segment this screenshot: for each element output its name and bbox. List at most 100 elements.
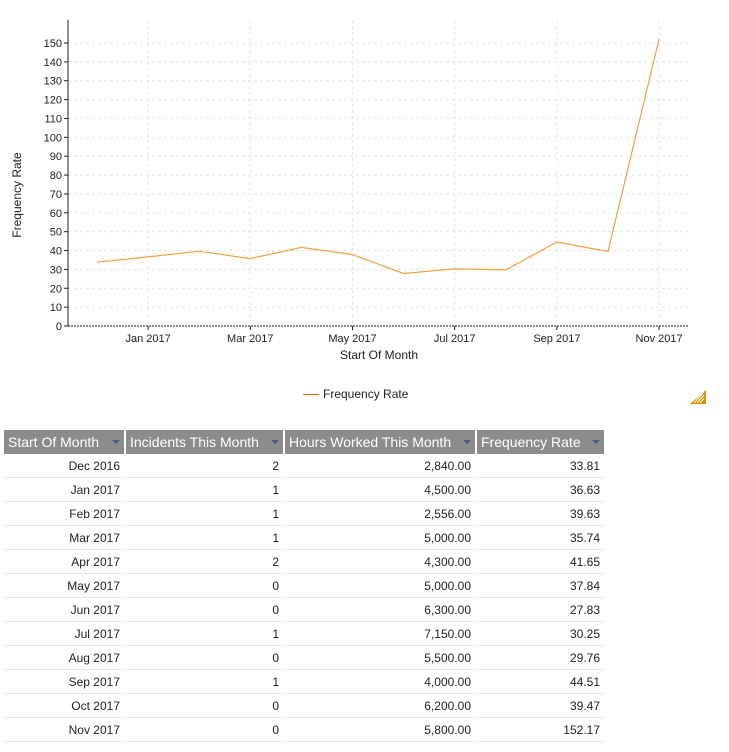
frequency-rate-line [96, 38, 660, 275]
cell-hours-worked: 2,840.00 [284, 454, 477, 478]
table-row: Feb 2017 1 2,556.00 39.63 [4, 501, 606, 526]
cell-incidents: 1 [125, 621, 285, 646]
cell-incidents: 0 [125, 717, 285, 742]
sort-dropdown-icon[interactable] [112, 440, 120, 444]
cell-incidents: 1 [125, 501, 285, 526]
column-header-start-of-month[interactable]: Start Of Month [4, 430, 126, 454]
cell-frequency-rate: 44.51 [476, 669, 606, 694]
y-tick-label: 20 [50, 283, 62, 295]
table-row: Nov 2017 0 5,800.00 152.17 [4, 717, 606, 742]
chart-grid [68, 20, 688, 326]
y-tick-label: 100 [44, 132, 62, 144]
x-axis: Jan 2017 Mar 2017 May 2017 Jul 2017 Sep 2017… [68, 325, 688, 345]
sort-dropdown-icon[interactable] [463, 440, 471, 444]
cell-incidents: 0 [125, 573, 285, 598]
table-row: Oct 2017 0 6,200.00 39.47 [4, 693, 606, 718]
legend-line-icon [303, 393, 319, 395]
column-header-incidents[interactable]: Incidents This Month [125, 430, 285, 454]
table-row: Jan 2017 1 4,500.00 36.63 [4, 477, 606, 502]
cell-incidents: 2 [125, 549, 285, 574]
cell-frequency-rate: 37.84 [476, 573, 606, 598]
cell-start-of-month: Jul 2017 [4, 621, 126, 646]
y-axis-label: Frequency Rate [10, 152, 24, 238]
resize-handle-icon[interactable] [689, 389, 707, 405]
x-tick-label: Jul 2017 [434, 333, 476, 345]
sort-dropdown-icon[interactable] [271, 440, 279, 444]
cell-incidents: 0 [125, 597, 285, 622]
cell-frequency-rate: 30.25 [476, 621, 606, 646]
cell-hours-worked: 4,500.00 [284, 477, 477, 502]
table-row: Sep 2017 1 4,000.00 44.51 [4, 669, 606, 694]
table-row: Jul 2017 1 7,150.00 30.25 [4, 621, 606, 646]
x-tick-label: Sep 2017 [533, 333, 580, 345]
y-tick-label: 120 [44, 95, 62, 107]
y-tick-label: 0 [56, 321, 62, 333]
table-row: Jun 2017 0 6,300.00 27.83 [4, 597, 606, 622]
line-chart: 0 10 20 30 40 50 60 70 80 90 100 110 120 130 140 150 Ja… [10, 20, 688, 362]
table-row: Apr 2017 2 4,300.00 41.65 [4, 549, 606, 574]
cell-incidents: 1 [125, 669, 285, 694]
y-tick-label: 30 [50, 264, 62, 276]
x-tick-label: Nov 2017 [636, 333, 683, 345]
table-row: Aug 2017 0 5,500.00 29.76 [4, 645, 606, 670]
cell-start-of-month: Nov 2017 [4, 717, 126, 742]
table-header-row: Start Of Month Incidents This Month Hour… [4, 430, 606, 454]
legend-label: Frequency Rate [323, 387, 409, 401]
cell-hours-worked: 5,000.00 [284, 525, 477, 550]
sort-dropdown-icon[interactable] [592, 440, 600, 444]
table-row: May 2017 0 5,000.00 37.84 [4, 573, 606, 598]
column-header-frequency-rate[interactable]: Frequency Rate [476, 430, 606, 454]
cell-frequency-rate: 36.63 [476, 477, 606, 502]
cell-incidents: 0 [125, 693, 285, 718]
cell-hours-worked: 4,000.00 [284, 669, 477, 694]
y-tick-label: 10 [50, 302, 62, 314]
cell-start-of-month: May 2017 [4, 573, 126, 598]
y-tick-label: 60 [50, 208, 62, 220]
y-tick-label: 70 [50, 189, 62, 201]
cell-frequency-rate: 27.83 [476, 597, 606, 622]
x-axis-label: Start Of Month [340, 348, 418, 362]
y-tick-label: 150 [44, 38, 62, 50]
cell-frequency-rate: 41.65 [476, 549, 606, 574]
cell-hours-worked: 5,500.00 [284, 645, 477, 670]
cell-hours-worked: 6,300.00 [284, 597, 477, 622]
x-tick-label: Jan 2017 [125, 333, 170, 345]
cell-frequency-rate: 39.47 [476, 693, 606, 718]
cell-start-of-month: Feb 2017 [4, 501, 126, 526]
cell-incidents: 1 [125, 477, 285, 502]
y-tick-label: 130 [44, 76, 62, 88]
cell-start-of-month: Sep 2017 [4, 669, 126, 694]
y-tick-label: 110 [44, 113, 62, 125]
cell-incidents: 0 [125, 645, 285, 670]
cell-hours-worked: 4,300.00 [284, 549, 477, 574]
x-tick-label: Mar 2017 [227, 333, 273, 345]
cell-incidents: 2 [125, 454, 285, 478]
cell-frequency-rate: 152.17 [476, 717, 606, 742]
cell-hours-worked: 5,000.00 [284, 573, 477, 598]
data-table: Start Of Month Incidents This Month Hour… [4, 430, 606, 742]
cell-start-of-month: Dec 2016 [4, 454, 126, 478]
y-tick-label: 40 [50, 246, 62, 258]
chart-legend: Frequency Rate [303, 386, 408, 402]
cell-hours-worked: 7,150.00 [284, 621, 477, 646]
cell-frequency-rate: 39.63 [476, 501, 606, 526]
column-header-hours-worked[interactable]: Hours Worked This Month [284, 430, 477, 454]
cell-start-of-month: Jan 2017 [4, 477, 126, 502]
cell-hours-worked: 5,800.00 [284, 717, 477, 742]
y-tick-label: 140 [44, 57, 62, 69]
cell-frequency-rate: 33.81 [476, 454, 606, 478]
x-tick-label: May 2017 [328, 333, 376, 345]
y-axis: 0 10 20 30 40 50 60 70 80 90 100 110 120 130 140 150 [44, 20, 69, 333]
table-row: Dec 2016 2 2,840.00 33.81 [4, 454, 606, 478]
cell-incidents: 1 [125, 525, 285, 550]
cell-frequency-rate: 29.76 [476, 645, 606, 670]
y-tick-label: 80 [50, 170, 62, 182]
cell-frequency-rate: 35.74 [476, 525, 606, 550]
table-row: Mar 2017 1 5,000.00 35.74 [4, 525, 606, 550]
cell-start-of-month: Oct 2017 [4, 693, 126, 718]
cell-start-of-month: Mar 2017 [4, 525, 126, 550]
cell-start-of-month: Aug 2017 [4, 645, 126, 670]
y-tick-label: 50 [50, 227, 62, 239]
cell-hours-worked: 2,556.00 [284, 501, 477, 526]
cell-start-of-month: Jun 2017 [4, 597, 126, 622]
